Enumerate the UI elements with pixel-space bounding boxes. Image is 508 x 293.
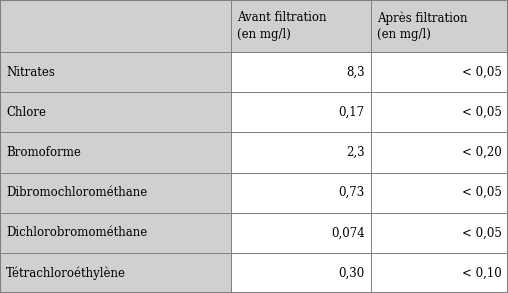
Text: 0,074: 0,074	[331, 226, 365, 239]
Text: 0,30: 0,30	[338, 266, 365, 280]
Text: Nitrates: Nitrates	[6, 66, 55, 79]
Bar	[0, 0, 231, 52]
Text: 2,3: 2,3	[346, 146, 365, 159]
Text: < 0,05: < 0,05	[462, 66, 502, 79]
Bar	[231, 52, 371, 92]
Bar	[0, 173, 231, 213]
Text: Avant filtration
(en mg/l): Avant filtration (en mg/l)	[237, 11, 327, 41]
Bar	[0, 213, 231, 253]
Text: Après filtration
(en mg/l): Après filtration (en mg/l)	[377, 11, 467, 41]
Bar	[371, 253, 508, 293]
Text: < 0,05: < 0,05	[462, 226, 502, 239]
Text: Dichlorobromométhane: Dichlorobromométhane	[6, 226, 147, 239]
Bar	[371, 52, 508, 92]
Text: 8,3: 8,3	[346, 66, 365, 79]
Bar	[0, 132, 231, 173]
Text: < 0,10: < 0,10	[462, 266, 502, 280]
Bar	[231, 0, 371, 52]
Bar	[371, 0, 508, 52]
Text: < 0,05: < 0,05	[462, 186, 502, 199]
Bar	[371, 132, 508, 173]
Bar	[231, 132, 371, 173]
Text: Dibromochlorométhane: Dibromochlorométhane	[6, 186, 147, 199]
Text: Bromoforme: Bromoforme	[6, 146, 81, 159]
Bar	[0, 92, 231, 132]
Bar	[231, 92, 371, 132]
Text: 0,17: 0,17	[339, 106, 365, 119]
Text: Tétrachloroéthylène: Tétrachloroéthylène	[6, 266, 126, 280]
Text: Chlore: Chlore	[6, 106, 46, 119]
Bar	[231, 173, 371, 213]
Bar	[371, 213, 508, 253]
Bar	[371, 92, 508, 132]
Text: < 0,05: < 0,05	[462, 106, 502, 119]
Bar	[231, 253, 371, 293]
Bar	[0, 253, 231, 293]
Bar	[0, 52, 231, 92]
Bar	[371, 173, 508, 213]
Bar	[231, 213, 371, 253]
Text: < 0,20: < 0,20	[462, 146, 502, 159]
Text: 0,73: 0,73	[338, 186, 365, 199]
